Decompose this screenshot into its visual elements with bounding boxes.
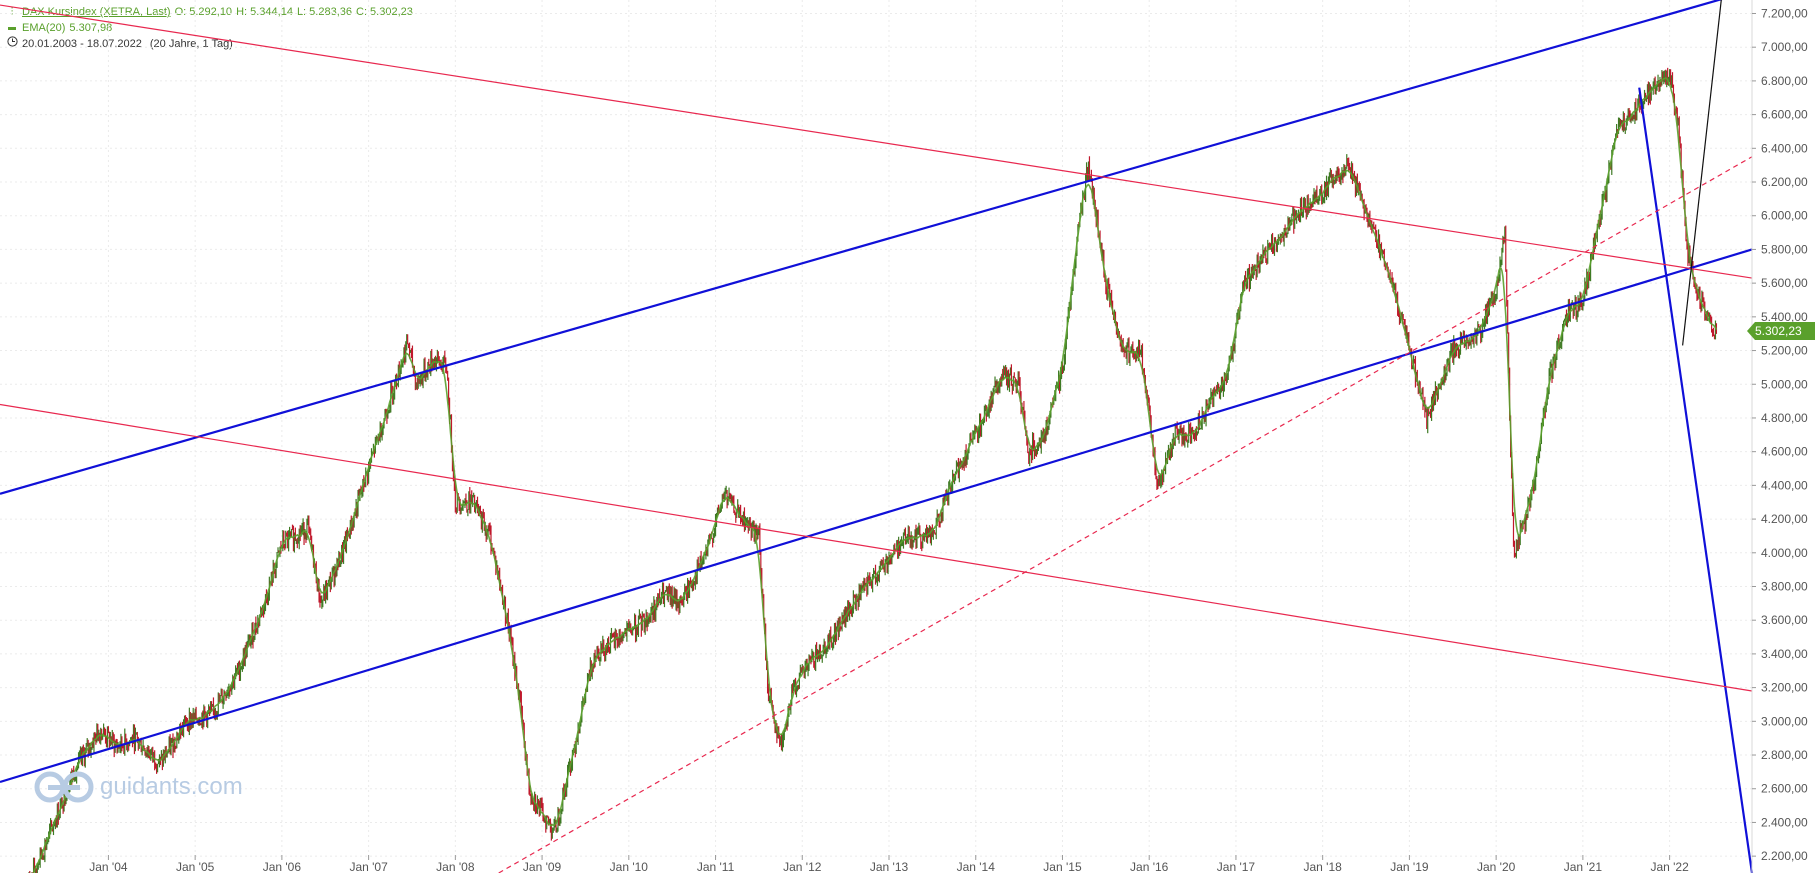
x-tick-label: Jan '07 [349,860,388,873]
y-tick-label: 3.200,00 [1761,681,1808,695]
trendline-black-up [1682,0,1722,346]
x-tick-label: Jan '16 [1130,860,1169,873]
x-tick-label: Jan '11 [697,860,735,873]
x-tick-label: Jan '17 [1217,860,1256,873]
last-price-tag: 5.302,23 [1747,322,1815,340]
y-tick-label: 5.600,00 [1761,276,1808,290]
legend-ema-row: EMA(20) 5.307,98 [6,20,413,36]
y-tick-label: 2.400,00 [1761,815,1808,829]
trendline-pink-lower [0,403,1753,692]
y-tick-label: 6.600,00 [1761,108,1808,122]
instrument-label[interactable]: DAX Kursindex (XETRA, Last) [22,6,171,18]
guidants-logo-icon [34,771,94,803]
x-tick-label: Jan '06 [263,860,302,873]
y-tick-label: 3.000,00 [1761,714,1808,728]
x-tick-label: Jan '21 [1564,860,1603,873]
watermark: guidants.com [34,770,243,804]
high-value: H: 5.344,14 [236,6,293,18]
ema-label[interactable]: EMA(20) [22,22,66,34]
y-tick-label: 2.600,00 [1761,782,1808,796]
x-tick-label: Jan '14 [957,860,996,873]
x-tick-label: Jan '12 [783,860,822,873]
x-tick-label: Jan '19 [1390,860,1429,873]
y-tick-label: 7.000,00 [1761,40,1808,54]
trendline-channel-upper [0,0,1723,495]
x-tick-label: Jan '05 [176,860,215,873]
trendline-pink-upper [0,4,1753,279]
y-tick-label: 6.000,00 [1761,209,1808,223]
y-axis: 2.200,00 2.400,00 2.600,00 2.800,00 3.000,00… [1751,0,1808,873]
x-tick-label: Jan '04 [89,860,128,873]
close-value: C: 5.302,23 [356,6,413,18]
y-tick-label: 4.600,00 [1761,445,1808,459]
ema-value: 5.307,98 [69,22,113,34]
y-tick-label: 3.800,00 [1761,579,1808,593]
y-tick-label: 4.800,00 [1761,411,1808,425]
x-tick-label: Jan '08 [436,860,475,873]
clock-icon [6,36,18,52]
y-tick-label: 4.200,00 [1761,512,1808,526]
y-tick-label: 3.600,00 [1761,613,1808,627]
y-tick-label: 5.400,00 [1761,310,1808,324]
y-tick-label: 6.200,00 [1761,175,1808,189]
y-tick-label: 5.000,00 [1761,377,1808,391]
y-tick-label: 7.200,00 [1761,6,1808,20]
y-tick-label: 3.400,00 [1761,647,1808,661]
legend-instrument-row: ⫶ DAX Kursindex (XETRA, Last) O: 5.292,1… [6,4,413,20]
x-tick-label: Jan '13 [870,860,909,873]
x-tick-label: Jan '15 [1043,860,1082,873]
y-tick-label: 6.400,00 [1761,141,1808,155]
trendline-pink-dashed [498,156,1753,873]
ema-line [32,77,1718,873]
y-tick-label: 2.200,00 [1761,849,1808,863]
candlestick-icon: ⫶ [10,6,14,18]
ema-line-icon [6,20,18,36]
x-tick-label: Jan '18 [1304,860,1343,873]
open-value: O: 5.292,10 [174,6,233,18]
low-value: L: 5.283,36 [296,6,352,18]
x-tick-label: Jan '10 [610,860,649,873]
x-tick-label: Jan '22 [1650,860,1689,873]
watermark-text: guidants.com [100,773,243,800]
price-series [28,67,1718,873]
y-tick-label: 4.400,00 [1761,478,1808,492]
x-tick-label: Jan '09 [523,860,562,873]
x-tick-label: Jan '20 [1477,860,1516,873]
y-tick-label: 5.200,00 [1761,344,1808,358]
trendline-down-steep [1638,87,1754,873]
trendline-channel-lower [0,248,1753,784]
y-tick-label: 6.800,00 [1761,74,1808,88]
grid [0,0,1752,857]
x-axis: Jan '04 Jan '05 Jan '06 Jan '07 Jan '08 Jan '… [89,855,1689,873]
y-tick-label: 4.000,00 [1761,546,1808,560]
trendlines[interactable] [0,0,1754,873]
y-tick-label: 2.800,00 [1761,748,1808,762]
y-tick-label: 5.800,00 [1761,242,1808,256]
